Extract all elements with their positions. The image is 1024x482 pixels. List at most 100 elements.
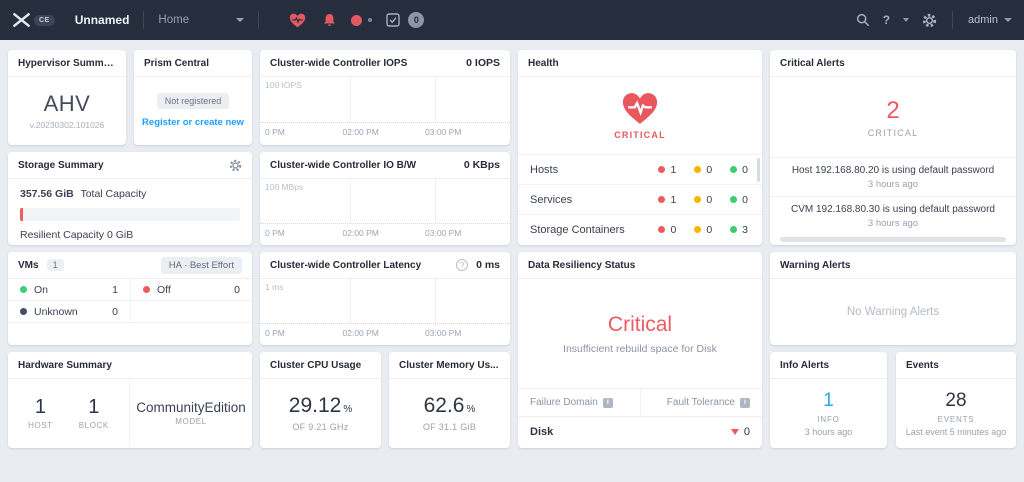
chevron-down-icon[interactable]	[903, 18, 910, 22]
critical-count: 1	[670, 193, 677, 206]
info-alert-count[interactable]: 1	[823, 389, 834, 411]
x-tick: 02:00 PM	[342, 127, 379, 137]
warning-dot	[694, 166, 702, 173]
cpu-usage-unit: %	[343, 404, 353, 415]
block-label: BLOCK	[78, 421, 109, 430]
card-info-alerts: Info Alerts 1 INFO 3 hours ago	[770, 352, 887, 448]
critical-dot	[658, 196, 666, 203]
card-title: Critical Alerts	[780, 57, 845, 69]
card-vms: VMs 1 HA · Best Effort On 1 Off 0 Unknow…	[8, 252, 252, 345]
card-controller-iops: Cluster-wide Controller IOPS 0 IOPS 100 …	[260, 50, 510, 145]
card-title: Cluster-wide Controller IOPS	[270, 57, 408, 69]
card-warning-alerts: Warning Alerts No Warning Alerts	[770, 252, 1016, 345]
row-label: Services	[530, 193, 573, 206]
storage-settings-gear-icon[interactable]	[229, 159, 242, 172]
resiliency-disk-row[interactable]: Disk 0	[518, 416, 762, 447]
off-label: Off	[157, 283, 171, 296]
ok-count: 0	[742, 163, 748, 176]
card-title: Hardware Summary	[18, 359, 112, 371]
gridline	[350, 77, 351, 122]
events-count[interactable]: 28	[945, 389, 967, 411]
vms-on-row[interactable]: On 1	[8, 279, 130, 301]
iobw-current-value: 0 KBps	[463, 159, 500, 171]
x-tick: 0 PM	[265, 328, 285, 338]
card-title: Hypervisor Summary	[18, 57, 116, 69]
unknown-label: Unknown	[34, 305, 78, 318]
alert-item[interactable]: Host 192.168.80.20 is using default pass…	[770, 157, 1016, 196]
health-row-storage-containers[interactable]: Storage Containers 0 0 3	[518, 214, 762, 244]
vms-off-row[interactable]: Off 0	[130, 279, 252, 301]
search-icon[interactable]	[856, 13, 870, 27]
storage-usage-bar[interactable]	[20, 208, 240, 221]
host-count: 1	[34, 396, 46, 418]
card-data-resiliency: Data Resiliency Status Critical Insuffic…	[518, 252, 762, 448]
iops-x-axis: 0 PM 02:00 PM 03:00 PM	[260, 123, 510, 142]
alert-item[interactable]: CVM 192.168.80.30 is using default passw…	[770, 196, 1016, 235]
critical-count: 0	[670, 223, 677, 236]
cluster-name[interactable]: Unnamed	[74, 13, 130, 27]
ok-dot	[730, 196, 738, 203]
failure-domain-label: Failure Domain	[530, 397, 598, 408]
home-menu-dropdown[interactable]: Home	[158, 14, 245, 26]
vms-unknown-row[interactable]: Unknown 0	[8, 301, 130, 323]
nutanix-logo[interactable]: CE	[12, 13, 55, 27]
fault-tolerance-header: Fault Tolerance i	[640, 389, 762, 416]
x-tick: 03:00 PM	[425, 328, 462, 338]
card-title: Events	[906, 359, 939, 371]
card-title: Data Resiliency Status	[528, 259, 636, 271]
iops-chart-plot[interactable]: 100 IOPS	[260, 77, 510, 123]
health-row-hosts[interactable]: Hosts 1 0 0	[518, 154, 762, 184]
x-tick: 02:00 PM	[342, 328, 379, 338]
warning-dot	[694, 196, 702, 203]
gridline	[435, 179, 436, 223]
ha-badge[interactable]: HA · Best Effort	[160, 256, 242, 274]
help-glyph: ?	[459, 260, 465, 270]
resiliency-status: Critical	[607, 312, 673, 336]
info-label: INFO	[817, 414, 840, 424]
health-status-label: CRITICAL	[614, 129, 666, 140]
warning-count: 0	[706, 163, 713, 176]
iobw-chart-plot[interactable]: 100 MBps	[260, 179, 510, 224]
row-label: Storage Containers	[530, 223, 625, 236]
y-axis-label: 100 IOPS	[265, 80, 302, 90]
divider	[258, 11, 260, 29]
latency-x-axis: 0 PM 02:00 PM 03:00 PM	[260, 324, 510, 343]
memory-usage-unit: %	[466, 404, 476, 415]
scrollbar-thumb[interactable]	[757, 158, 760, 182]
alerts-bell-icon[interactable]	[322, 13, 337, 28]
horizontal-scrollbar[interactable]	[780, 237, 1006, 242]
triangle-down-icon	[730, 429, 739, 435]
warning-dot	[694, 226, 702, 233]
critical-alert-indicator[interactable]	[351, 14, 363, 26]
critical-alert-count-label: CRITICAL	[867, 127, 919, 138]
card-title: Cluster CPU Usage	[270, 359, 362, 371]
failure-domain-header: Failure Domain i	[518, 389, 640, 416]
info-icon[interactable]: i	[602, 397, 613, 408]
info-alert-time: 3 hours ago	[804, 426, 853, 437]
vms-count-badge: 1	[46, 259, 64, 271]
info-icon[interactable]: i	[740, 397, 750, 408]
latency-chart-plot[interactable]: 1 ms	[260, 279, 510, 324]
chevron-down-icon	[236, 18, 245, 22]
critical-dot	[658, 166, 666, 173]
help-icon[interactable]: ?	[882, 13, 891, 27]
health-row-services[interactable]: Services 1 0 0	[518, 184, 762, 214]
health-heart-icon[interactable]	[289, 13, 306, 28]
unknown-value: 0	[112, 305, 118, 318]
alert-time: 3 hours ago	[867, 179, 919, 190]
x-tick: 03:00 PM	[425, 228, 462, 238]
card-title: Prism Central	[144, 57, 210, 69]
tasks-count-badge[interactable]: 0	[408, 12, 425, 28]
user-menu[interactable]: admin	[968, 14, 1012, 26]
y-axis-label: 100 MBps	[265, 182, 304, 192]
latency-help-icon[interactable]: ?	[456, 259, 469, 271]
tasks-icon[interactable]	[386, 13, 401, 27]
resiliency-message: Insufficient rebuild space for Disk	[563, 342, 717, 355]
card-title: Cluster-wide Controller IO B/W	[270, 159, 417, 171]
register-prism-link[interactable]: Register or create new	[142, 117, 244, 128]
settings-gear-icon[interactable]	[922, 13, 937, 28]
x-logo-icon	[13, 13, 30, 27]
on-value: 1	[112, 283, 118, 296]
gridline	[350, 179, 351, 223]
gridline	[350, 279, 351, 323]
